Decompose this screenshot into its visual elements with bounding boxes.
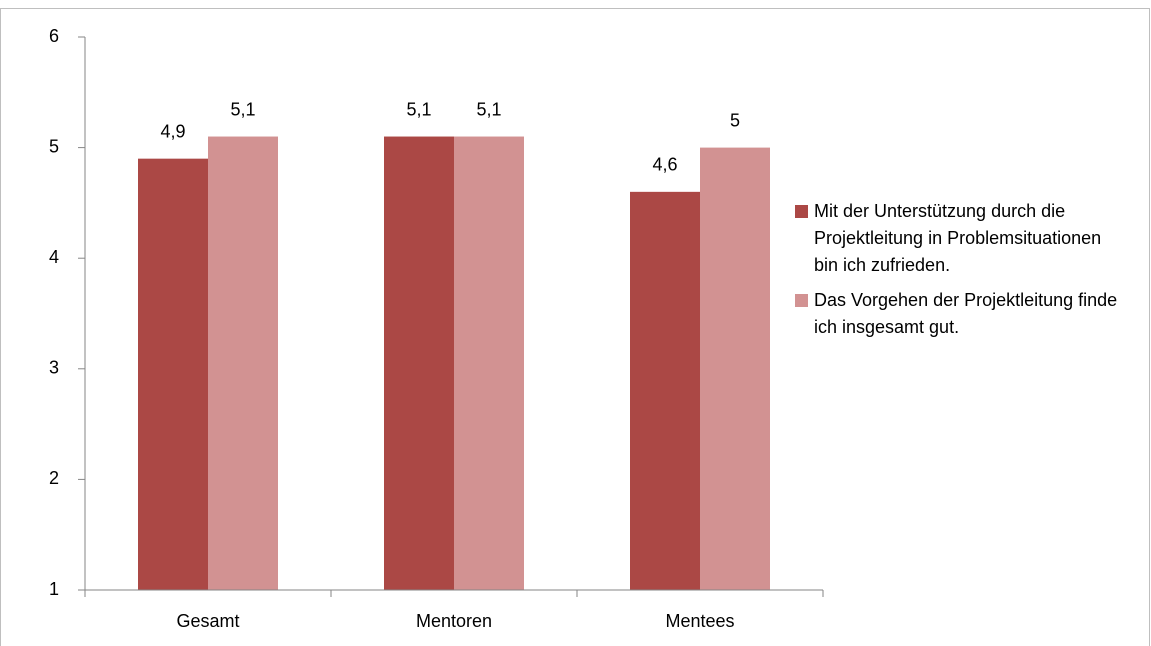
legend-entry: Mit der Unterstützung durch die Projektl… xyxy=(795,198,1125,279)
bar xyxy=(384,136,454,591)
data-label: 4,6 xyxy=(652,155,677,175)
bar xyxy=(138,158,208,590)
bar xyxy=(208,136,278,591)
legend: Mit der Unterstützung durch die Projektl… xyxy=(795,198,1125,349)
y-tick-label: 3 xyxy=(49,358,59,378)
data-label: 4,9 xyxy=(160,121,185,141)
data-label: 5,1 xyxy=(406,99,431,119)
bar xyxy=(454,136,524,591)
x-tick-label: Gesamt xyxy=(176,611,239,631)
bar xyxy=(630,191,700,590)
data-label: 5,1 xyxy=(476,99,501,119)
legend-label: Das Vorgehen der Projektleitung finde ic… xyxy=(814,290,1118,337)
chart-border xyxy=(0,8,1150,646)
x-tick-label: Mentees xyxy=(665,611,734,631)
legend-entry: Das Vorgehen der Projektleitung finde ic… xyxy=(795,287,1125,341)
y-tick-label: 1 xyxy=(49,579,59,599)
legend-label: Mit der Unterstützung durch die Projektl… xyxy=(814,201,1102,275)
y-tick-label: 4 xyxy=(49,247,59,267)
legend-swatch xyxy=(795,294,808,307)
y-tick-label: 2 xyxy=(49,468,59,488)
y-tick-label: 5 xyxy=(49,136,59,156)
bar xyxy=(700,147,770,590)
x-tick-label: Mentoren xyxy=(416,611,492,631)
y-tick-label: 6 xyxy=(49,26,59,46)
data-label: 5,1 xyxy=(230,99,255,119)
legend-swatch xyxy=(795,205,808,218)
data-label: 5 xyxy=(730,110,740,130)
